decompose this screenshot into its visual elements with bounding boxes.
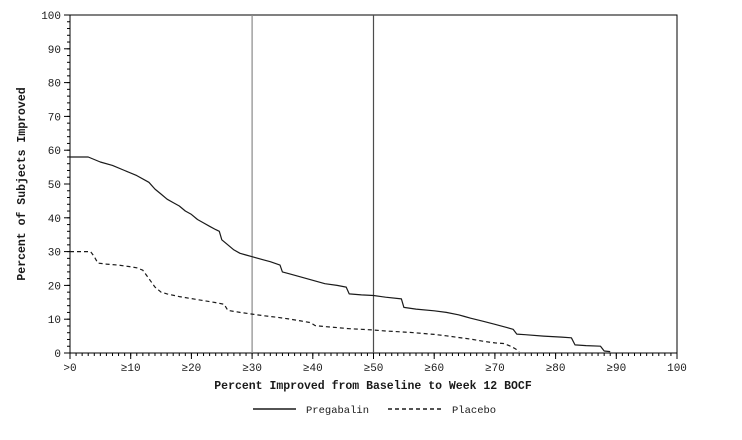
x-tick-label: ≥90 bbox=[606, 363, 626, 375]
x-tick-label: ≥70 bbox=[485, 363, 505, 375]
legend-label-pregabalin: Pregabalin bbox=[306, 405, 369, 417]
x-tick-label: ≥10 bbox=[121, 363, 141, 375]
y-tick-label: 50 bbox=[48, 180, 61, 192]
x-axis-title: Percent Improved from Baseline to Week 1… bbox=[214, 380, 532, 393]
x-tick-label: ≥60 bbox=[424, 363, 444, 375]
y-tick-label: 70 bbox=[48, 112, 61, 124]
chart-generated-layer: >0 ≥10 ≥20 ≥30 ≥40 ≥50 ≥60 ≥70 ≥80 ≥90 100 0 10 20 30 4… bbox=[41, 11, 687, 375]
x-tick-label: ≥50 bbox=[364, 363, 384, 375]
y-tick-label: 90 bbox=[48, 45, 61, 57]
x-tick-label: ≥30 bbox=[242, 363, 262, 375]
legend: Pregabalin Placebo bbox=[253, 405, 496, 417]
y-tick-label: 0 bbox=[54, 349, 61, 361]
y-tick-label: 10 bbox=[48, 315, 61, 327]
legend-label-placebo: Placebo bbox=[452, 405, 496, 417]
x-tick-label: ≥20 bbox=[181, 363, 201, 375]
pregabalin-curve bbox=[70, 156, 611, 353]
x-tick-label: >0 bbox=[63, 363, 76, 375]
placebo-curve bbox=[70, 251, 520, 353]
y-tick-label: 60 bbox=[48, 146, 61, 158]
y-tick-label: 20 bbox=[48, 281, 61, 293]
x-tick-label: ≥80 bbox=[546, 363, 566, 375]
y-tick-label: 40 bbox=[48, 214, 61, 226]
y-tick-label: 30 bbox=[48, 248, 61, 260]
x-tick-label: 100 bbox=[667, 363, 687, 375]
y-tick-label: 80 bbox=[48, 79, 61, 91]
y-tick-label: 100 bbox=[41, 11, 61, 23]
y-axis-title: Percent of Subjects Improved bbox=[16, 87, 29, 280]
x-tick-label: ≥40 bbox=[303, 363, 323, 375]
